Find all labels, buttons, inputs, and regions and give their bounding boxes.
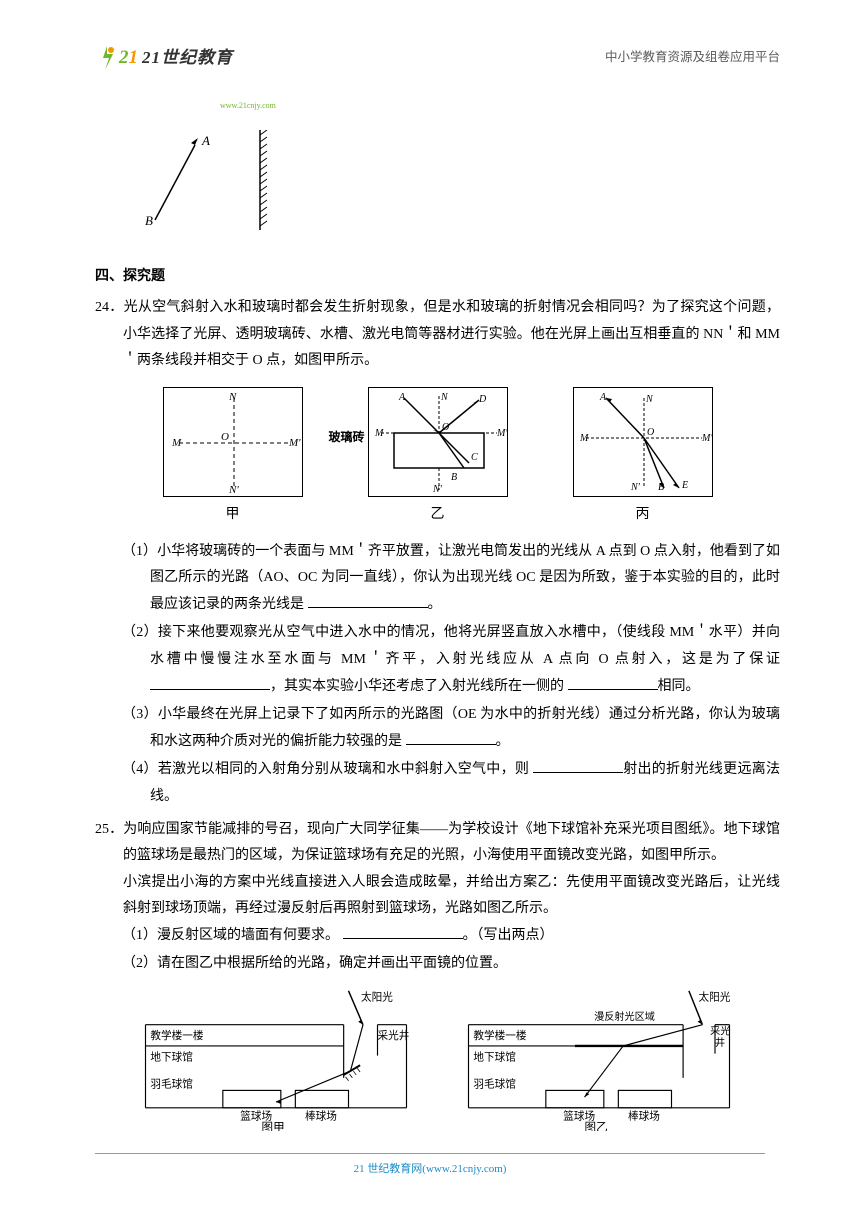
logo-url: www.21cnjy.com (220, 98, 276, 113)
building-diagram-yi: 太阳光 漫反射光区域 教学楼一楼 采光 井 地下球馆 羽毛球馆 (454, 986, 744, 1131)
ray-arrow-diagram: A B (120, 130, 280, 230)
svg-text:N: N (228, 391, 237, 403)
svg-text:O: O (221, 431, 229, 443)
svg-text:O: O (647, 427, 654, 438)
svg-text:N': N' (228, 484, 239, 496)
q24-sub3: （3）小华最终在光屏上记录下了如丙所示的光路图（OE 为水中的折射光线）通过分析… (95, 702, 780, 755)
glass-brick-label: 玻璃砖 (329, 426, 365, 449)
sunlight-label: 太阳光 (361, 991, 393, 1004)
label-bing: 丙 (636, 502, 650, 529)
svg-text:N': N' (630, 482, 641, 493)
label-yi: 乙 (431, 502, 445, 529)
svg-text:N: N (645, 394, 654, 405)
svg-text:M': M' (288, 437, 301, 449)
svg-text:教学楼一楼: 教学楼一楼 (151, 1029, 204, 1042)
q25-sub1: （1）漫反射区域的墙面有何要求。 。（写出两点） (95, 923, 780, 950)
svg-text:M: M (579, 433, 589, 444)
blank-input[interactable] (343, 923, 463, 939)
label-jia: 甲 (226, 502, 240, 529)
svg-text:B: B (451, 472, 457, 483)
page-footer: 21 世纪教育网(www.21cnjy.com) (95, 1153, 765, 1180)
blank-input[interactable] (150, 674, 270, 690)
svg-text:C: C (471, 452, 478, 463)
logo-icon (95, 44, 119, 72)
q24-sub3b: 。 (496, 734, 510, 749)
q24-sub1: （1）小华将玻璃砖的一个表面与 MM＇齐平放置，让激光电筒发出的光线从 A 点到… (95, 539, 780, 619)
svg-text:棒球场: 棒球场 (305, 1109, 337, 1122)
svg-text:地下球馆: 地下球馆 (473, 1050, 515, 1063)
section-4-title: 四、探究题 (95, 264, 780, 291)
q24-sub4a: （4）若激光以相同的入射角分别从玻璃和水中斜射入空气中，则 (122, 762, 529, 777)
main-content: A B 四、探究题 24．光从空气斜射入水和玻璃时都会发生折射现象，但是水和玻璃… (95, 120, 780, 1131)
q24-sub2b: ，其实本实验小华还考虑了入射光线所在一侧的 (270, 679, 564, 694)
q24-sub1-text: （1）小华将玻璃砖的一个表面与 MM＇齐平放置，让激光电筒发出的光线从 A 点到… (122, 544, 780, 612)
q24-sub1-end: 。 (428, 597, 442, 612)
q25-sub2: （2）请在图乙中根据所给的光路，确定并画出平面镜的位置。 (95, 951, 780, 978)
svg-text:N: N (440, 392, 449, 403)
svg-text:A: A (398, 392, 406, 403)
q25-intro: 25．为响应国家节能减排的号召，现向广大同学征集——为学校设计《地下球馆补充采光… (95, 817, 780, 870)
svg-text:N': N' (432, 484, 443, 495)
svg-text:A: A (201, 133, 210, 148)
logo-text-1: 1 (129, 40, 139, 76)
q24-sub2a: （2）接下来他要观察光从空气中进入水中的情况，他将光屏竖直放入水槽中，（使线段 … (122, 625, 780, 667)
svg-text:地下球馆: 地下球馆 (151, 1050, 194, 1063)
q25-sub1b: 。（写出两点） (463, 928, 554, 943)
svg-text:棒球场: 棒球场 (628, 1109, 660, 1122)
question-24: 24．光从空气斜射入水和玻璃时都会发生折射现象，但是水和玻璃的折射情况会相同吗？… (95, 295, 780, 810)
blank-input[interactable] (533, 757, 623, 773)
q24-intro: 24．光从空气斜射入水和玻璃时都会发生折射现象，但是水和玻璃的折射情况会相同吗？… (95, 295, 780, 375)
q24-diagrams: N N' M M' O 玻璃砖 (130, 387, 745, 497)
svg-text:羽毛球馆: 羽毛球馆 (151, 1078, 194, 1091)
blank-input[interactable] (406, 729, 496, 745)
question-25: 25．为响应国家节能减排的号召，现向广大同学征集——为学校设计《地下球馆补充采光… (95, 817, 780, 1132)
svg-text:A: A (599, 392, 607, 403)
svg-text:E: E (681, 480, 688, 491)
svg-text:井: 井 (715, 1036, 725, 1049)
diagram-jia: N N' M M' O (163, 387, 303, 497)
svg-text:图乙: 图乙 (584, 1121, 607, 1131)
svg-text:羽毛球馆: 羽毛球馆 (473, 1078, 515, 1091)
blank-input[interactable] (308, 592, 428, 608)
svg-text:图甲: 图甲 (262, 1121, 285, 1131)
logo-text-main: 21世纪教育 (142, 42, 233, 74)
svg-text:B: B (658, 482, 664, 493)
svg-text:教学楼一楼: 教学楼一楼 (473, 1029, 526, 1042)
q25-diagrams: 太阳光 教学楼一楼 采光井 地下球馆 羽毛球馆 篮 (115, 986, 760, 1131)
svg-text:采光井: 采光井 (378, 1029, 410, 1042)
svg-text:M: M (374, 428, 384, 439)
building-diagram-jia: 太阳光 教学楼一楼 采光井 地下球馆 羽毛球馆 篮 (131, 986, 421, 1131)
svg-text:M: M (171, 437, 182, 449)
page-header: 2 1 21世纪教育 www.21cnjy.com 中小学教育资源及组卷应用平台 (95, 40, 780, 76)
q24-sub2c: 相同。 (658, 679, 700, 694)
q24-diagram-labels: 甲 乙 丙 (130, 502, 745, 529)
q25-sub1a: （1）漫反射区域的墙面有何要求。 (122, 928, 339, 943)
q24-sub4: （4）若激光以相同的入射角分别从玻璃和水中斜射入空气中，则 射出的折射光线更远离… (95, 757, 780, 810)
logo: 2 1 21世纪教育 (95, 40, 233, 76)
blank-input[interactable] (568, 674, 658, 690)
diagram-yi: 玻璃砖 A N D M M' O (368, 387, 508, 497)
logo-text-21: 2 (119, 40, 129, 76)
header-right-text: 中小学教育资源及组卷应用平台 (605, 46, 780, 70)
q24-sub2: （2）接下来他要观察光从空气中进入水中的情况，他将光屏竖直放入水槽中，（使线段 … (95, 620, 780, 700)
svg-text:B: B (145, 213, 153, 228)
svg-text:漫反射光区域: 漫反射光区域 (594, 1010, 655, 1023)
svg-text:M': M' (701, 433, 713, 444)
svg-text:D: D (478, 394, 487, 405)
q25-para2: 小滨提出小海的方案中光线直接进入人眼会造成眩晕，并给出方案乙：先使用平面镜改变光… (95, 870, 780, 923)
svg-text:采光: 采光 (710, 1024, 730, 1037)
svg-text:O: O (442, 422, 449, 433)
svg-text:M': M' (496, 428, 508, 439)
diagram-bing: A N M M' O N' B E (573, 387, 713, 497)
svg-text:太阳光: 太阳光 (698, 991, 730, 1004)
